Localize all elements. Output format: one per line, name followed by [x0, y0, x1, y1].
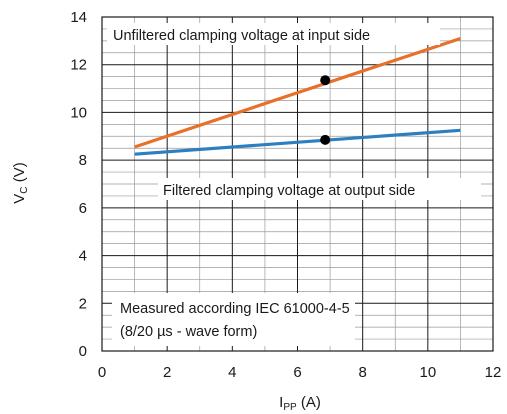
y-axis-label: VC (V): [11, 162, 30, 203]
filtered-label-box: Filtered clamping voltage at output side: [158, 178, 481, 200]
filtered-series-label: Filtered clamping voltage at output side: [163, 183, 415, 199]
x-tick-label: 4: [228, 364, 236, 381]
series-layer: [134, 36, 461, 156]
unfiltered-label-box: Unfiltered clamping voltage at input sid…: [107, 23, 440, 45]
x-tick-label: 10: [419, 364, 436, 381]
y-tick-label: 2: [79, 295, 87, 312]
filtered-marker-point: [320, 134, 331, 145]
x-axis-label: IPP (A): [279, 394, 321, 413]
unfiltered-series-label: Unfiltered clamping voltage at input sid…: [113, 28, 370, 44]
measurement-note-line-2: (8/20 µs - wave form): [120, 324, 257, 340]
x-tick-label: 12: [485, 364, 502, 381]
y-tick-label: 14: [70, 9, 87, 26]
unfiltered-series-line: [134, 36, 461, 149]
x-tick-label: 8: [358, 364, 366, 381]
x-tick-label: 0: [98, 364, 106, 381]
x-tick-label: 6: [293, 364, 301, 381]
y-tick-label: 4: [79, 248, 87, 265]
y-tick-label: 0: [79, 343, 87, 360]
filtered-series-line: [134, 128, 461, 156]
measurement-note-line-1: Measured according IEC 61000-4-5: [120, 301, 350, 317]
tick-labels: 0 2 4 6 8 10 12 0 2 4 6 8 10 12 14: [70, 9, 501, 381]
y-tick-label: 6: [79, 200, 87, 217]
y-tick-label: 10: [70, 104, 87, 121]
y-tick-label: 8: [79, 152, 87, 169]
y-tick-label: 12: [70, 57, 87, 74]
unfiltered-marker-point: [320, 75, 331, 86]
measurement-note: Measured according IEC 61000-4-5 (8/20 µ…: [112, 293, 355, 346]
x-tick-label: 2: [163, 364, 171, 381]
plot-frame: [101, 16, 494, 352]
